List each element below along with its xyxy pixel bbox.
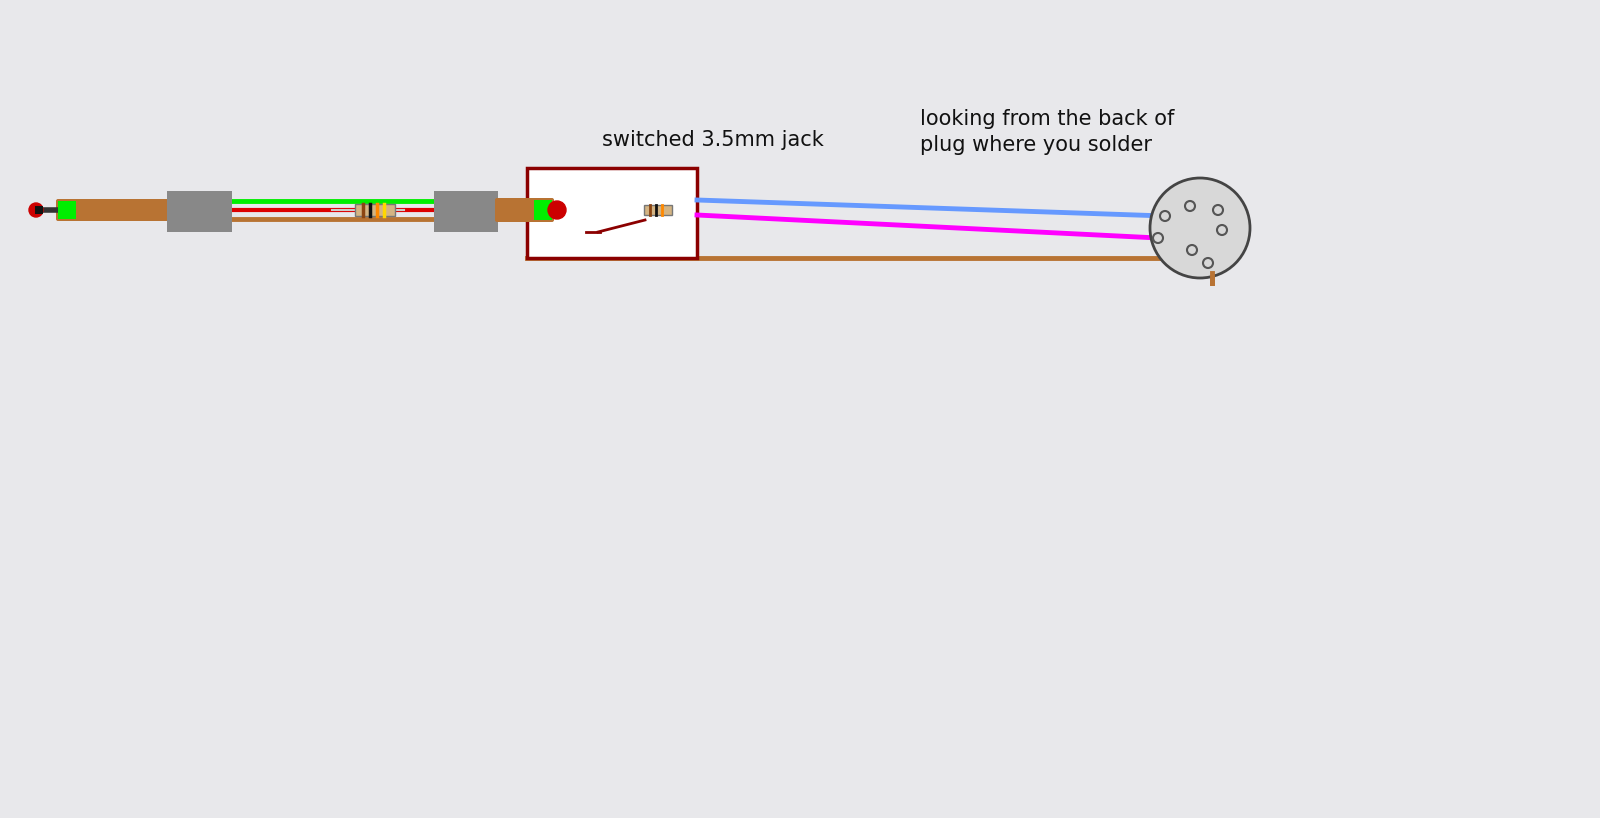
FancyBboxPatch shape [56,199,170,221]
Circle shape [1186,201,1195,211]
Bar [58,201,77,219]
Circle shape [1150,178,1250,278]
Bar [35,206,43,214]
Circle shape [1187,245,1197,255]
FancyBboxPatch shape [494,198,554,222]
Text: looking from the back of
plug where you solder: looking from the back of plug where you … [920,109,1174,155]
Circle shape [1213,205,1222,215]
Bar [643,205,672,215]
Bar [355,204,395,216]
Bar [166,191,232,232]
Circle shape [1160,211,1170,221]
Circle shape [1218,225,1227,235]
Text: switched 3.5mm jack: switched 3.5mm jack [602,130,824,150]
Bar [534,200,552,220]
Circle shape [1154,233,1163,243]
Bar [526,168,698,258]
Circle shape [29,203,43,217]
Circle shape [547,201,566,219]
Circle shape [1203,258,1213,268]
Bar [434,191,498,232]
